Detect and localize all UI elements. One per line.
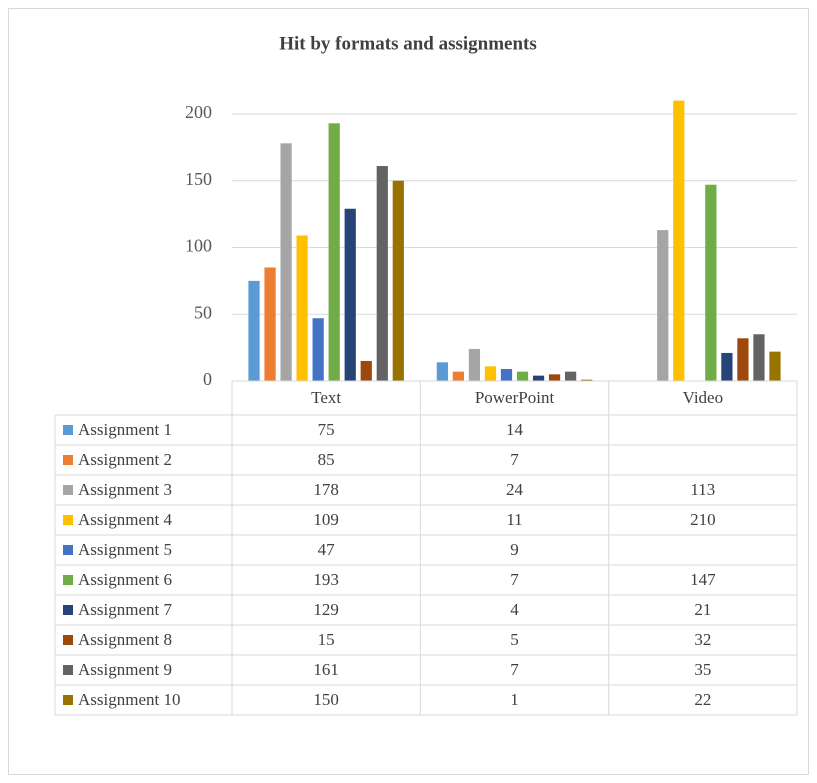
legend-label: Assignment 4	[78, 510, 172, 529]
legend-label: Assignment 5	[78, 540, 172, 559]
legend-label: Assignment 1	[78, 420, 172, 439]
legend-label: Assignment 6	[78, 570, 172, 589]
legend-swatch	[63, 425, 73, 435]
bar	[705, 184, 717, 381]
table-value: 32	[694, 630, 711, 649]
bar	[436, 362, 448, 381]
legend-swatch	[63, 605, 73, 615]
bar	[264, 267, 276, 381]
bar	[344, 208, 356, 381]
table-value: 7	[510, 660, 519, 679]
legend-swatch	[63, 485, 73, 495]
table-value: 85	[318, 450, 335, 469]
bar	[312, 318, 324, 381]
bar	[657, 230, 669, 381]
table-value: 150	[313, 690, 339, 709]
table-value: 178	[313, 480, 339, 499]
table-value: 24	[506, 480, 524, 499]
bar	[769, 351, 781, 381]
table-value: 161	[313, 660, 339, 679]
table-value: 7	[510, 450, 519, 469]
table-value: 5	[510, 630, 519, 649]
legend-swatch	[63, 635, 73, 645]
table-value: 113	[690, 480, 715, 499]
legend-label: Assignment 9	[78, 660, 172, 679]
table-value: 7	[510, 570, 519, 589]
bar	[673, 100, 685, 381]
legend-swatch	[63, 515, 73, 525]
legend-swatch	[63, 575, 73, 585]
bar	[753, 334, 765, 381]
y-tick-label: 0	[203, 369, 212, 389]
bar	[500, 368, 513, 381]
table-value: 11	[506, 510, 522, 529]
bar	[565, 371, 577, 381]
bar	[376, 166, 388, 381]
legend-swatch	[63, 455, 73, 465]
bar	[737, 338, 749, 381]
table-value: 15	[318, 630, 335, 649]
bar	[452, 371, 464, 381]
table-value: 22	[694, 690, 711, 709]
table-value: 47	[318, 540, 336, 559]
y-tick-label: 200	[185, 102, 212, 122]
table-value: 35	[694, 660, 711, 679]
table-value: 147	[690, 570, 716, 589]
bar	[516, 371, 529, 381]
bar	[328, 123, 340, 382]
bar	[360, 360, 372, 381]
x-tick-label: Text	[311, 388, 341, 407]
legend-swatch	[63, 695, 73, 705]
table-value: 4	[510, 600, 519, 619]
table-value: 14	[506, 420, 524, 439]
bar	[296, 235, 308, 381]
bar	[248, 280, 260, 381]
table-value: 193	[313, 570, 339, 589]
table-value: 1	[510, 690, 519, 709]
bar	[581, 379, 593, 381]
legend-label: Assignment 7	[78, 600, 172, 619]
legend-label: Assignment 3	[78, 480, 172, 499]
y-tick-label: 50	[194, 302, 212, 322]
legend-swatch	[63, 545, 73, 555]
table-value: 210	[690, 510, 716, 529]
bar	[548, 374, 561, 381]
table-value: 129	[313, 600, 339, 619]
table-value: 21	[694, 600, 711, 619]
legend-label: Assignment 10	[78, 690, 180, 709]
y-tick-label: 150	[185, 169, 212, 189]
x-tick-label: PowerPoint	[475, 388, 555, 407]
bar	[532, 375, 545, 381]
legend-label: Assignment 2	[78, 450, 172, 469]
table-value: 109	[313, 510, 339, 529]
bar	[721, 352, 733, 381]
table-value: 9	[510, 540, 519, 559]
bar	[280, 143, 292, 381]
bar	[484, 366, 497, 381]
legend-label: Assignment 8	[78, 630, 172, 649]
y-tick-label: 100	[185, 236, 212, 256]
chart-title: Hit by formats and assignments	[279, 33, 537, 54]
bar	[468, 348, 481, 381]
bar	[392, 180, 404, 381]
x-tick-label: Video	[683, 388, 724, 407]
legend-swatch	[63, 665, 73, 675]
table-value: 75	[318, 420, 335, 439]
